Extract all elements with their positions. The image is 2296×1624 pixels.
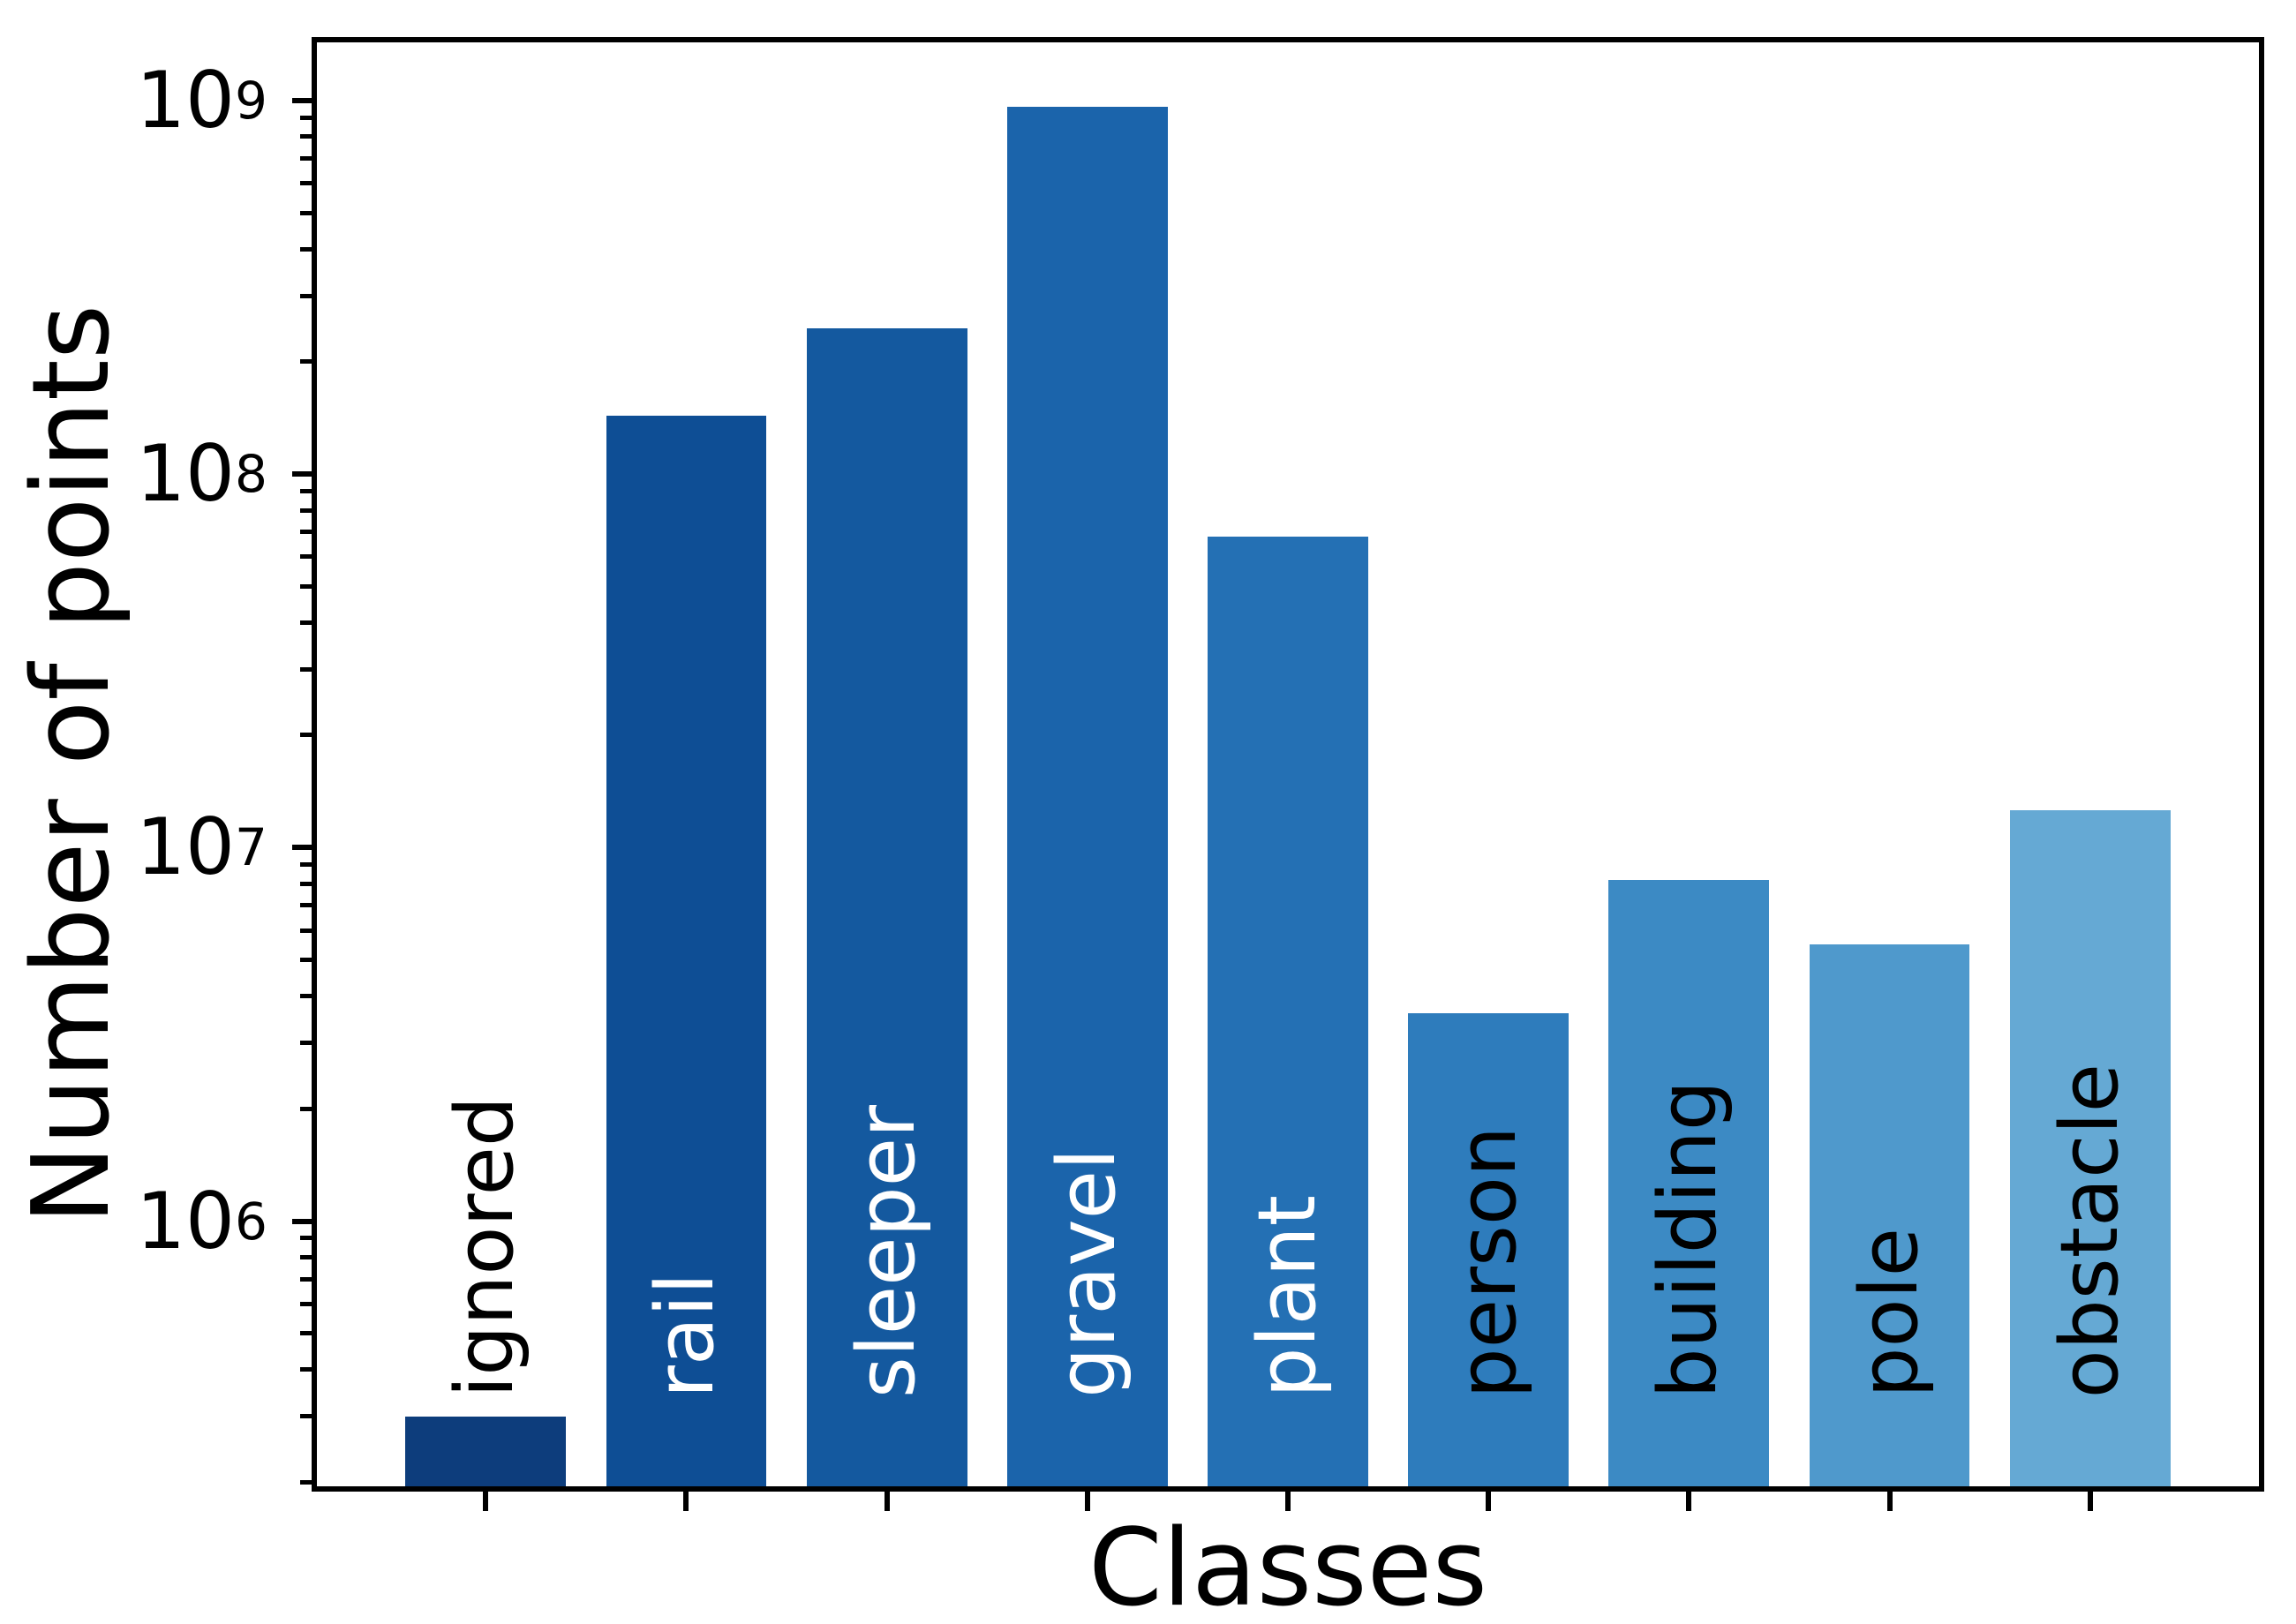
x-tick-sleeper <box>884 1492 890 1511</box>
y-minor-tick <box>300 1106 312 1111</box>
x-tick-person <box>1486 1492 1492 1511</box>
y-minor-tick <box>300 1301 312 1306</box>
y-minor-tick <box>300 994 312 999</box>
bar-building <box>1608 879 1770 1486</box>
y-minor-tick <box>300 181 312 186</box>
y-minor-tick <box>300 1236 312 1241</box>
y-minor-tick <box>300 293 312 298</box>
x-tick-building <box>1686 1492 1692 1511</box>
y-axis-title: Number of points <box>11 304 133 1225</box>
x-tick-pole <box>1886 1492 1893 1511</box>
bar-label-obstacle: obstacle <box>2043 1063 2136 1398</box>
y-minor-tick <box>300 666 312 672</box>
y-minor-tick <box>300 1479 312 1485</box>
x-tick-obstacle <box>2087 1492 2093 1511</box>
y-major-tick-1e6 <box>292 1218 312 1224</box>
y-minor-tick <box>300 554 312 560</box>
y-minor-tick <box>300 862 312 868</box>
bar-person <box>1408 1013 1570 1486</box>
y-minor-tick <box>300 359 312 365</box>
x-tick-ignored <box>483 1492 489 1511</box>
y-minor-tick <box>300 134 312 139</box>
y-minor-tick <box>300 115 312 120</box>
x-tick-gravel <box>1084 1492 1090 1511</box>
y-minor-tick <box>300 1255 312 1260</box>
y-minor-tick <box>300 733 312 738</box>
x-axis-title: Classes <box>1088 1507 1488 1624</box>
y-tick-label-1e8: 10 8 <box>136 427 267 519</box>
bar-label-gravel: gravel <box>1040 1148 1133 1398</box>
bar-label-ignored: ignored <box>439 1096 532 1398</box>
x-tick-rail <box>683 1492 689 1511</box>
y-minor-tick <box>300 583 312 589</box>
y-minor-tick <box>300 903 312 908</box>
bar-label-rail: rail <box>639 1272 733 1398</box>
bar-sleeper <box>806 328 967 1486</box>
y-tick-label-1e6: 10 6 <box>136 1175 267 1267</box>
x-tick-plant <box>1285 1492 1291 1511</box>
y-minor-tick <box>300 881 312 886</box>
y-minor-tick <box>300 1367 312 1372</box>
y-minor-tick <box>300 620 312 625</box>
y-major-tick-1e9 <box>292 97 312 103</box>
y-tick-label-1e9: 10 9 <box>136 54 267 146</box>
y-minor-tick <box>300 1331 312 1336</box>
bar-gravel <box>1006 107 1168 1486</box>
y-minor-tick <box>300 1414 312 1419</box>
y-minor-tick <box>300 508 312 513</box>
bar-plant <box>1208 536 1368 1486</box>
y-minor-tick <box>300 246 312 252</box>
y-minor-tick <box>300 530 312 535</box>
bar-label-pole: pole <box>1842 1228 1936 1398</box>
bar-obstacle <box>2009 809 2171 1486</box>
y-minor-tick <box>300 928 312 933</box>
bar-label-person: person <box>1442 1125 1535 1399</box>
bar-label-building: building <box>1642 1079 1735 1398</box>
y-major-tick-1e7 <box>292 845 312 851</box>
y-minor-tick <box>300 488 312 493</box>
bar-ignored <box>405 1416 567 1486</box>
y-minor-tick <box>300 1041 312 1046</box>
y-minor-tick <box>300 210 312 215</box>
y-major-tick-1e8 <box>292 470 312 477</box>
bar-label-sleeper: sleeper <box>839 1104 933 1398</box>
bar-pole <box>1809 944 1970 1486</box>
plot-area: ignored rail sleeper gravel plant person build… <box>292 37 2264 1511</box>
bar-label-plant: plant <box>1241 1195 1334 1398</box>
y-minor-tick <box>300 155 312 161</box>
y-tick-label-1e7: 10 7 <box>136 801 267 893</box>
y-minor-tick <box>300 1276 312 1282</box>
bar-rail <box>606 416 767 1486</box>
y-minor-tick <box>300 958 312 963</box>
